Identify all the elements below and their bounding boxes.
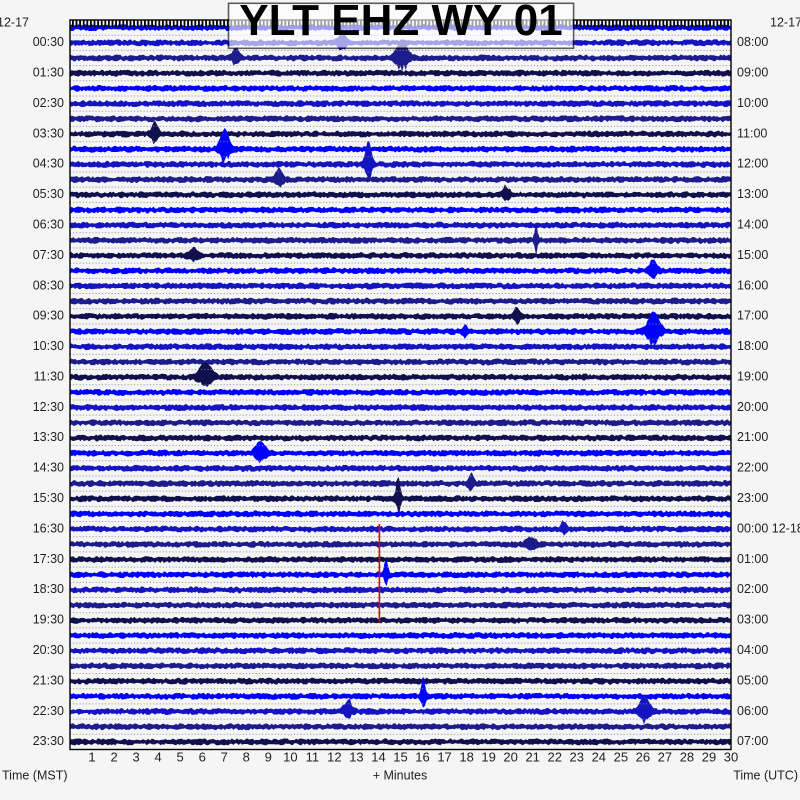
- svg-text:23:00: 23:00: [737, 491, 768, 505]
- svg-text:07:00: 07:00: [737, 734, 768, 748]
- svg-text:26: 26: [636, 750, 650, 765]
- svg-text:16:00: 16:00: [737, 278, 768, 292]
- svg-text:25: 25: [614, 750, 628, 765]
- svg-text:14:30: 14:30: [33, 461, 64, 475]
- svg-text:07:30: 07:30: [33, 248, 64, 262]
- svg-text:9: 9: [265, 750, 272, 765]
- svg-text:11:00: 11:00: [737, 126, 767, 140]
- svg-text:00:00 12-18: 00:00 12-18: [737, 521, 800, 535]
- svg-text:05:00: 05:00: [737, 673, 768, 687]
- svg-text:18:00: 18:00: [737, 339, 768, 353]
- svg-text:12: 12: [327, 750, 341, 765]
- svg-text:+ Minutes: + Minutes: [373, 769, 428, 783]
- svg-text:30: 30: [724, 750, 738, 765]
- svg-text:13:00: 13:00: [737, 187, 768, 201]
- svg-text:29: 29: [702, 750, 716, 765]
- svg-text:01:00: 01:00: [737, 552, 768, 566]
- svg-text:28: 28: [680, 750, 694, 765]
- svg-text:03:00: 03:00: [737, 613, 768, 627]
- svg-text:7: 7: [221, 750, 228, 765]
- svg-text:3: 3: [132, 750, 139, 765]
- svg-text:15: 15: [393, 750, 407, 765]
- svg-text:21:30: 21:30: [33, 673, 64, 687]
- svg-text:02:00: 02:00: [737, 582, 768, 596]
- svg-text:01:30: 01:30: [33, 65, 64, 79]
- svg-text:16: 16: [415, 750, 429, 765]
- svg-text:14:00: 14:00: [737, 217, 768, 231]
- svg-text:16:30: 16:30: [33, 521, 64, 535]
- svg-text:18: 18: [459, 750, 473, 765]
- svg-text:10:00: 10:00: [737, 96, 768, 110]
- svg-text:08:30: 08:30: [33, 278, 64, 292]
- svg-text:20:30: 20:30: [33, 643, 64, 657]
- svg-text:13:30: 13:30: [33, 430, 64, 444]
- svg-text:11:30: 11:30: [34, 369, 64, 383]
- svg-text:27: 27: [658, 750, 672, 765]
- svg-text:15:00: 15:00: [737, 248, 768, 262]
- svg-text:24: 24: [592, 750, 606, 765]
- svg-text:8: 8: [243, 750, 250, 765]
- svg-text:06:00: 06:00: [737, 704, 768, 718]
- svg-text:03:30: 03:30: [33, 126, 64, 140]
- svg-text:5: 5: [177, 750, 184, 765]
- svg-text:09:00: 09:00: [737, 65, 768, 79]
- svg-text:05:30: 05:30: [33, 187, 64, 201]
- svg-text:22:00: 22:00: [737, 461, 768, 475]
- svg-text:21: 21: [525, 750, 539, 765]
- svg-text:19: 19: [481, 750, 495, 765]
- svg-text:23: 23: [570, 750, 584, 765]
- svg-text:17: 17: [437, 750, 451, 765]
- svg-text:2: 2: [110, 750, 117, 765]
- svg-text:22: 22: [547, 750, 561, 765]
- svg-text:Time (UTC): Time (UTC): [733, 769, 798, 783]
- svg-text:22:30: 22:30: [33, 704, 64, 718]
- svg-text:12:00: 12:00: [737, 157, 768, 171]
- svg-text:YLT EHZ WY 01: YLT EHZ WY 01: [239, 0, 563, 45]
- svg-text:18:30: 18:30: [33, 582, 64, 596]
- svg-text:19:30: 19:30: [33, 613, 64, 627]
- svg-text:20: 20: [503, 750, 517, 765]
- svg-text:19:00: 19:00: [737, 369, 768, 383]
- svg-text:15:30: 15:30: [33, 491, 64, 505]
- svg-text:23:30: 23:30: [33, 734, 64, 748]
- svg-text:17:30: 17:30: [33, 552, 64, 566]
- svg-text:Time (MST): Time (MST): [2, 769, 68, 783]
- svg-text:10:30: 10:30: [33, 339, 64, 353]
- svg-text:12-17: 12-17: [770, 16, 800, 30]
- svg-text:02:30: 02:30: [33, 96, 64, 110]
- svg-text:12:30: 12:30: [33, 400, 64, 414]
- svg-text:04:30: 04:30: [33, 157, 64, 171]
- svg-text:08:00: 08:00: [737, 35, 768, 49]
- svg-text:04:00: 04:00: [737, 643, 768, 657]
- svg-text:17:00: 17:00: [737, 309, 768, 323]
- svg-text:13: 13: [349, 750, 363, 765]
- svg-text:1: 1: [88, 750, 95, 765]
- svg-text:00:30: 00:30: [33, 35, 64, 49]
- svg-text:21:00: 21:00: [737, 430, 768, 444]
- svg-text:6: 6: [199, 750, 206, 765]
- svg-text:06:30: 06:30: [33, 217, 64, 231]
- svg-text:20:00: 20:00: [737, 400, 768, 414]
- svg-text:4: 4: [155, 750, 162, 765]
- svg-text:11: 11: [306, 750, 320, 765]
- svg-text:12-17: 12-17: [0, 16, 29, 30]
- svg-text:09:30: 09:30: [33, 309, 64, 323]
- svg-text:10: 10: [283, 750, 297, 765]
- svg-text:14: 14: [371, 750, 385, 765]
